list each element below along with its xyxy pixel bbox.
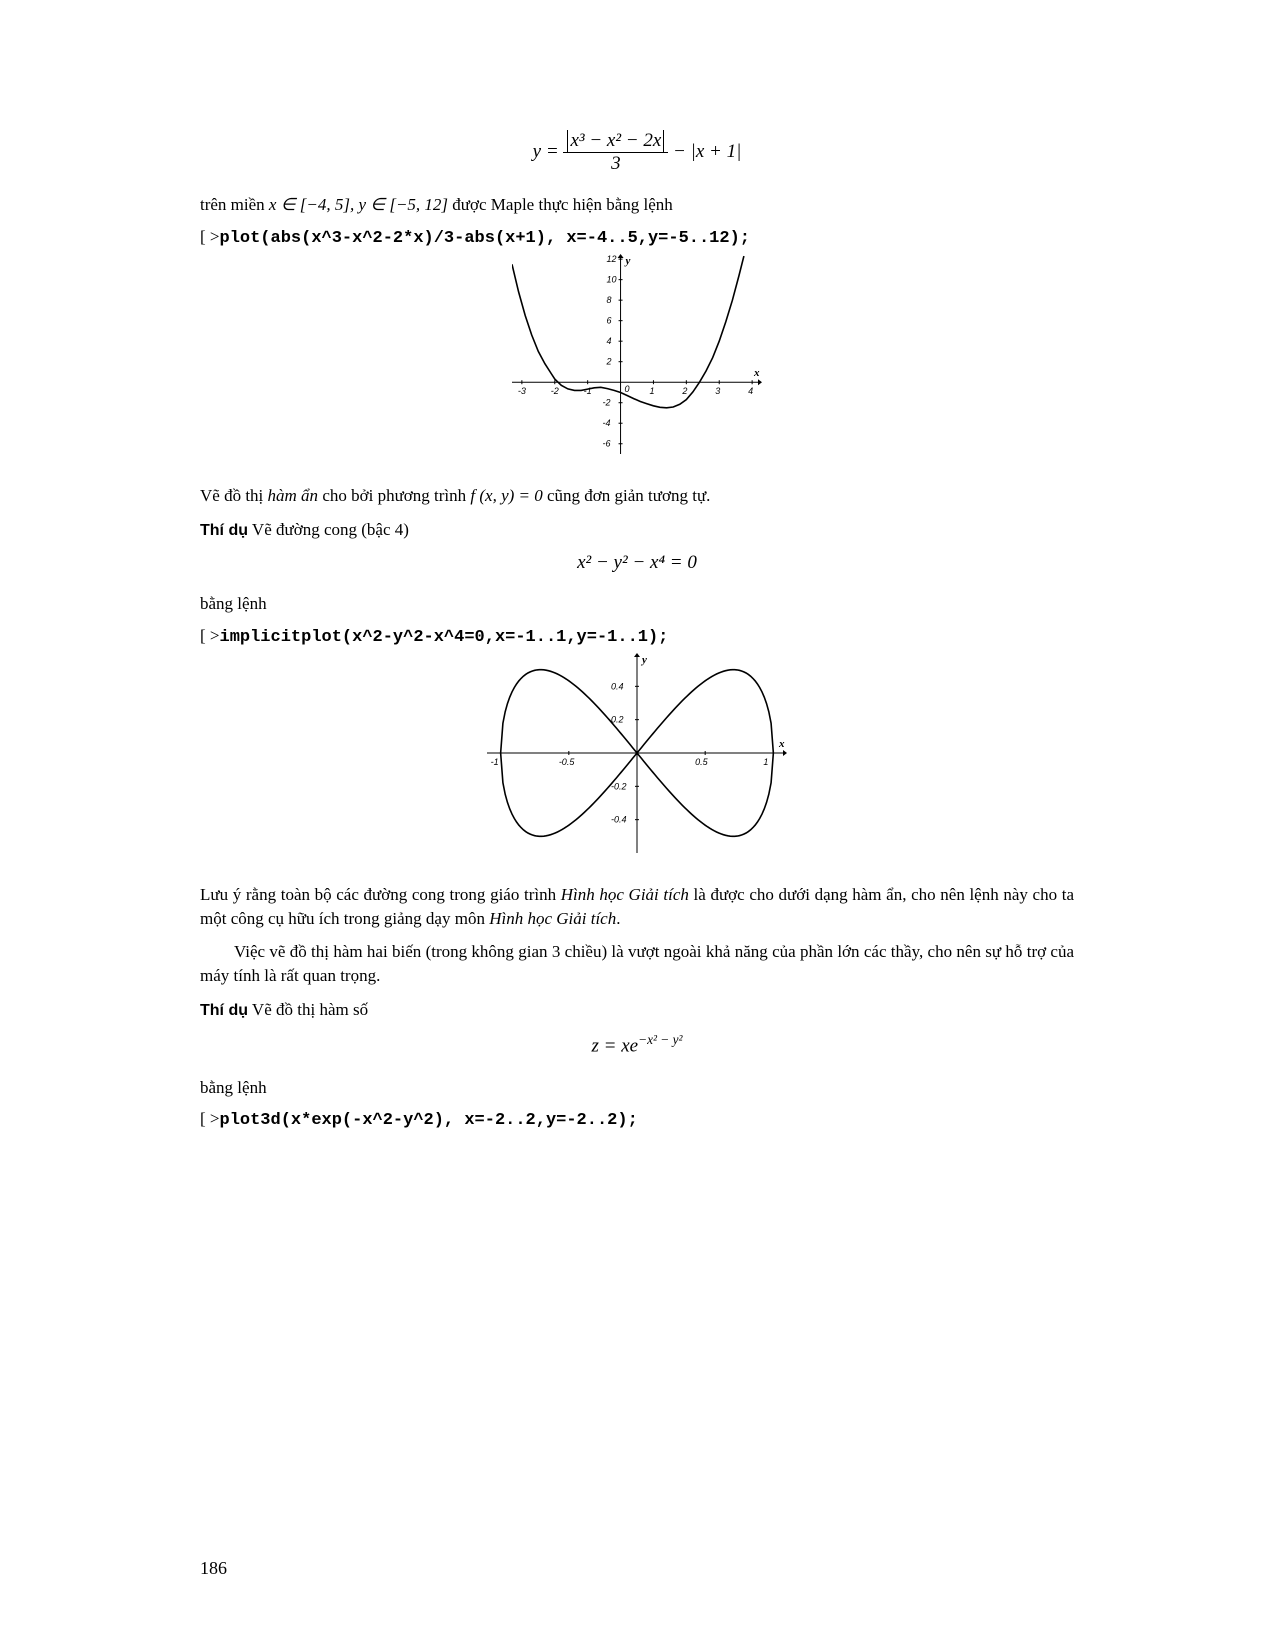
svg-text:-6: -6 [603, 439, 611, 449]
svg-text:8: 8 [607, 295, 612, 305]
eq1-denominator: 3 [563, 153, 668, 175]
chart-2-wrap: -1-0.50.51-0.4-0.20.20.4xy [200, 653, 1074, 853]
svg-text:1: 1 [763, 757, 768, 767]
svg-text:y: y [624, 255, 631, 267]
svg-text:0.4: 0.4 [611, 681, 624, 691]
example-1: Thí dụ Vẽ đường cong (bậc 4) [200, 518, 1074, 542]
equation-3: z = xe−x² − y² [200, 1032, 1074, 1057]
equation-2: x² − y² − x⁴ = 0 [200, 552, 1074, 574]
code-implicitplot: [ >implicitplot(x^2-y^2-x^4=0,x=-1..1,y=… [200, 626, 1074, 647]
svg-text:-1: -1 [584, 386, 592, 396]
chart-1: -3-2-101234-6-4-224681012xy [512, 254, 762, 454]
svg-text:y: y [640, 654, 647, 666]
svg-text:0.5: 0.5 [695, 757, 709, 767]
eq1-numerator: x³ − x² − 2x [567, 130, 664, 152]
svg-text:4: 4 [607, 336, 612, 346]
svg-text:3: 3 [715, 386, 720, 396]
equation-1: y = x³ − x² − 2x 3 − |x + 1| [200, 130, 1074, 175]
svg-text:1: 1 [649, 386, 654, 396]
svg-text:4: 4 [748, 386, 753, 396]
para-by-command-2: bằng lệnh [200, 1076, 1074, 1100]
svg-text:x: x [778, 738, 785, 750]
svg-text:-1: -1 [491, 757, 499, 767]
para-note: Lưu ý rằng toàn bộ các đường cong trong … [200, 883, 1074, 931]
svg-text:x: x [753, 367, 760, 379]
svg-text:-2: -2 [551, 386, 559, 396]
svg-text:-0.2: -0.2 [611, 781, 627, 791]
svg-text:-0.4: -0.4 [611, 814, 627, 824]
para-by-command-1: bằng lệnh [200, 592, 1074, 616]
code-plot: [ >plot(abs(x^3-x^2-2*x)/3-abs(x+1), x=-… [200, 227, 1074, 248]
para-domain: trên miền x ∈ [−4, 5], y ∈ [−5, 12] được… [200, 193, 1074, 217]
svg-text:-3: -3 [518, 386, 526, 396]
svg-text:12: 12 [607, 254, 617, 264]
svg-text:-4: -4 [603, 418, 611, 428]
page-number: 186 [200, 1558, 227, 1579]
chart-2: -1-0.50.51-0.4-0.20.20.4xy [487, 653, 787, 853]
eq1-rhs: − |x + 1| [673, 141, 741, 162]
para-3d-intro: Việc vẽ đồ thị hàm hai biến (trong không… [200, 940, 1074, 988]
svg-text:-2: -2 [603, 398, 611, 408]
example-2: Thí dụ Vẽ đồ thị hàm số [200, 998, 1074, 1022]
svg-text:-0.5: -0.5 [559, 757, 576, 767]
code-plot3d: [ >plot3d(x*exp(-x^2-y^2), x=-2..2,y=-2.… [200, 1109, 1074, 1130]
para-implicit-intro: Vẽ đồ thị hàm ẩn cho bởi phương trình f … [200, 484, 1074, 508]
eq1-lhs: y = [533, 141, 559, 162]
chart-1-wrap: -3-2-101234-6-4-224681012xy [200, 254, 1074, 454]
svg-text:0: 0 [625, 384, 630, 394]
svg-text:2: 2 [606, 356, 612, 366]
svg-text:6: 6 [607, 315, 612, 325]
svg-text:10: 10 [607, 274, 617, 284]
svg-text:2: 2 [681, 386, 687, 396]
